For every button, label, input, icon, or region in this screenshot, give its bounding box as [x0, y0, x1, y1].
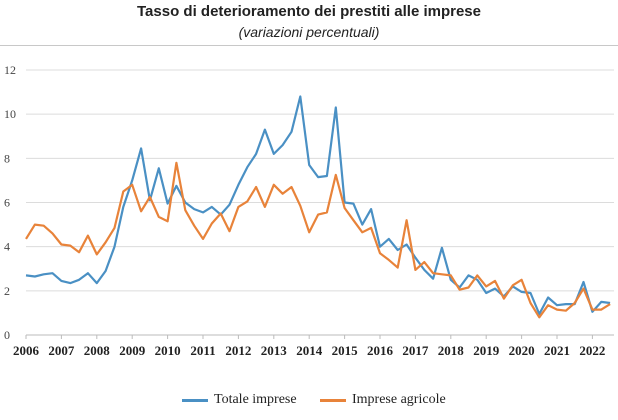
legend-label: Imprese agricole — [352, 392, 446, 407]
x-tick-label: 2011 — [190, 343, 215, 358]
legend-item-agricole: Imprese agricole — [320, 392, 446, 408]
chart-subtitle: (variazioni percentuali) — [238, 24, 380, 40]
x-tick-label: 2006 — [13, 343, 40, 358]
y-tick-label: 0 — [4, 328, 10, 342]
x-tick-label: 2014 — [296, 343, 323, 358]
legend-swatch — [182, 398, 208, 402]
x-tick-label: 2012 — [225, 343, 251, 358]
title-divider — [0, 45, 618, 46]
y-tick-label: 6 — [4, 196, 10, 210]
x-tick-label: 2017 — [402, 343, 429, 358]
x-tick-label: 2019 — [473, 343, 500, 358]
x-tick-label: 2013 — [261, 343, 288, 358]
legend-swatch — [320, 398, 346, 402]
x-tick-label: 2018 — [438, 343, 465, 358]
y-tick-label: 12 — [4, 63, 16, 77]
x-tick-label: 2010 — [155, 343, 181, 358]
chart-title: Tasso di deterioramento dei prestiti all… — [137, 3, 481, 20]
x-tick-label: 2022 — [579, 343, 605, 358]
x-tick-label: 2009 — [119, 343, 146, 358]
x-tick-label: 2008 — [84, 343, 111, 358]
x-tick-label: 2015 — [332, 343, 359, 358]
x-tick-label: 2007 — [48, 343, 75, 358]
legend-label: Totale imprese — [214, 392, 297, 407]
x-tick-label: 2020 — [509, 343, 535, 358]
y-tick-label: 4 — [4, 240, 10, 254]
x-tick-label: 2021 — [544, 343, 570, 358]
series-line-imprese-agricole — [25, 161, 611, 319]
y-tick-label: 8 — [4, 151, 10, 165]
x-tick-label: 2016 — [367, 343, 394, 358]
y-tick-label: 10 — [4, 107, 16, 121]
y-tick-label: 2 — [4, 284, 10, 298]
legend-item-totale: Totale imprese — [182, 392, 297, 408]
